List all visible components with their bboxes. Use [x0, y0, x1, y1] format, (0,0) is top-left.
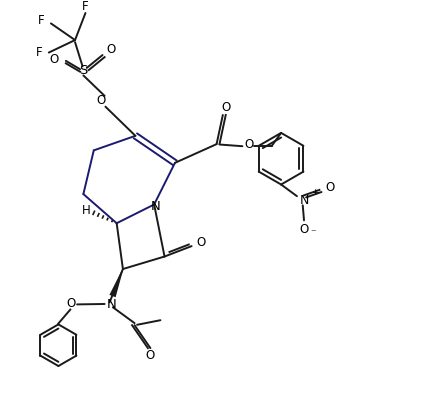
Text: F: F	[36, 46, 42, 59]
Text: O: O	[196, 236, 205, 249]
Text: O: O	[325, 181, 335, 194]
Text: O: O	[299, 223, 308, 236]
Text: S: S	[79, 64, 88, 77]
Text: N: N	[299, 194, 309, 207]
Text: N: N	[151, 200, 160, 213]
Text: F: F	[38, 14, 44, 27]
Text: H: H	[82, 204, 91, 217]
Text: O: O	[107, 43, 116, 56]
Text: F: F	[82, 0, 89, 13]
Text: O: O	[146, 349, 155, 362]
Text: +: +	[311, 188, 318, 197]
Text: O: O	[221, 101, 230, 114]
Text: O: O	[97, 94, 106, 107]
Text: ⁻: ⁻	[311, 228, 316, 238]
Text: O: O	[50, 53, 59, 66]
Text: N: N	[106, 298, 116, 311]
Polygon shape	[109, 269, 123, 297]
Text: O: O	[66, 296, 76, 310]
Text: O: O	[245, 139, 254, 151]
